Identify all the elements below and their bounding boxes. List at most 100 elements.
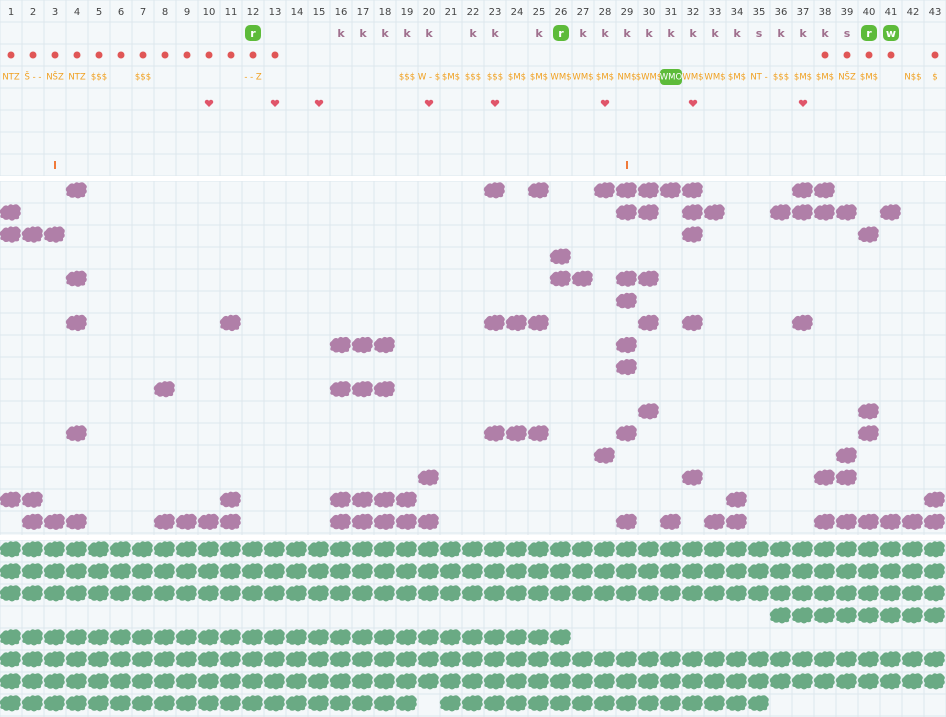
blob xyxy=(131,541,153,558)
blob xyxy=(461,629,483,646)
blob xyxy=(857,425,879,442)
heart xyxy=(688,99,698,107)
dot xyxy=(161,51,169,59)
blob xyxy=(681,585,703,602)
blob xyxy=(615,541,637,558)
blob xyxy=(219,563,241,580)
blob xyxy=(65,563,87,580)
heart xyxy=(798,99,808,107)
heart xyxy=(314,99,324,107)
blob xyxy=(483,673,505,690)
blob xyxy=(43,651,65,668)
blob xyxy=(857,513,879,530)
label: - - Z xyxy=(244,73,262,83)
column-number: 14 xyxy=(291,7,304,18)
blob xyxy=(527,541,549,558)
blob xyxy=(21,673,43,690)
column-number: 13 xyxy=(269,7,282,18)
label: WM$ xyxy=(682,73,703,83)
blob xyxy=(351,563,373,580)
blob xyxy=(65,585,87,602)
blob xyxy=(153,651,175,668)
blob xyxy=(725,673,747,690)
blob xyxy=(747,563,769,580)
blob xyxy=(791,314,813,332)
blob xyxy=(879,585,901,602)
blob xyxy=(615,673,637,690)
blob xyxy=(527,585,549,602)
label: $M$ xyxy=(728,73,746,83)
column-number: 37 xyxy=(797,7,810,18)
blob xyxy=(241,541,263,558)
blob xyxy=(791,585,813,602)
blob xyxy=(65,182,87,199)
blob xyxy=(43,541,65,558)
blob xyxy=(549,629,571,646)
blob xyxy=(131,585,153,602)
blob xyxy=(307,585,329,602)
blob xyxy=(0,563,21,580)
column-number: 32 xyxy=(687,7,700,18)
blob xyxy=(307,673,329,690)
blob xyxy=(483,425,505,442)
blob xyxy=(769,607,791,624)
blob xyxy=(109,695,131,712)
blob xyxy=(725,585,747,602)
label: W - $ xyxy=(418,73,440,83)
separator xyxy=(0,176,946,181)
column-number: 16 xyxy=(335,7,348,18)
blob xyxy=(65,270,87,287)
column-number: 28 xyxy=(599,7,612,18)
blob xyxy=(659,673,681,690)
blob xyxy=(681,695,703,712)
label: $$$ xyxy=(465,73,481,83)
blob xyxy=(901,607,923,624)
blob xyxy=(153,513,175,530)
blob xyxy=(65,673,87,690)
tick xyxy=(54,161,56,169)
blob xyxy=(659,695,681,712)
blob xyxy=(615,182,637,199)
blob xyxy=(65,651,87,668)
blob xyxy=(857,403,879,420)
blob xyxy=(109,651,131,668)
blob xyxy=(87,541,109,558)
blob xyxy=(835,513,857,530)
blob xyxy=(329,629,351,646)
blob xyxy=(879,651,901,668)
label: NM$ xyxy=(617,73,636,83)
blob xyxy=(615,585,637,602)
blob xyxy=(923,563,945,580)
label: $M$ xyxy=(860,73,878,83)
blob xyxy=(373,541,395,558)
blob xyxy=(505,585,527,602)
blob xyxy=(21,695,43,712)
blob xyxy=(549,651,571,668)
blob xyxy=(329,381,351,398)
blob xyxy=(637,651,659,668)
blob xyxy=(461,695,483,712)
blob xyxy=(87,695,109,712)
column-number: 29 xyxy=(621,7,634,18)
blob xyxy=(175,541,197,558)
blob xyxy=(549,563,571,580)
blob xyxy=(659,513,681,530)
blob xyxy=(637,673,659,690)
blob xyxy=(461,651,483,668)
blob xyxy=(637,403,659,420)
blob xyxy=(65,425,87,442)
blob xyxy=(813,513,835,530)
blob xyxy=(769,563,791,580)
dot xyxy=(51,51,59,59)
blob xyxy=(703,563,725,580)
blob xyxy=(175,513,197,530)
blob xyxy=(637,585,659,602)
blob xyxy=(593,651,615,668)
blob xyxy=(373,629,395,646)
blob xyxy=(681,651,703,668)
column-number: 3 xyxy=(52,7,58,18)
blob xyxy=(439,673,461,690)
blob xyxy=(725,563,747,580)
blob xyxy=(329,491,351,508)
blob xyxy=(109,541,131,558)
